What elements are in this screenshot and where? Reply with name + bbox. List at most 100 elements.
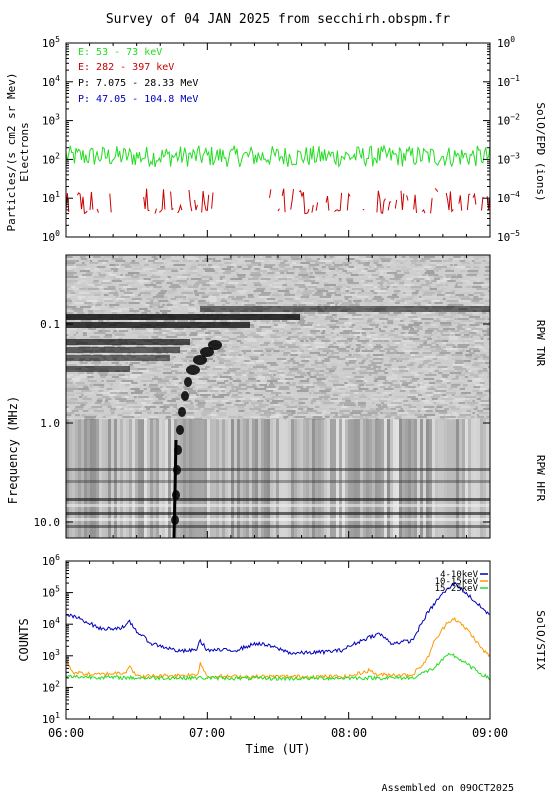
tnr-noise (149, 390, 162, 392)
tnr-noise (420, 284, 430, 286)
tnr-noise (144, 290, 156, 292)
tnr-noise (370, 290, 374, 292)
tnr-noise (452, 346, 457, 348)
tnr-noise (435, 348, 443, 350)
tnr-noise (473, 296, 479, 298)
tnr-noise (344, 382, 348, 384)
tnr-noise (489, 384, 490, 386)
tnr-noise (372, 338, 378, 340)
tnr-noise (277, 290, 290, 292)
tnr-noise (198, 304, 207, 306)
tnr-noise (149, 334, 154, 336)
tnr-noise (92, 290, 99, 292)
tnr-noise (216, 416, 225, 418)
tnr-noise (353, 300, 362, 302)
tnr-noise (219, 392, 222, 394)
tnr-noise (182, 290, 189, 292)
tnr-noise (113, 270, 118, 272)
tnr-noise (147, 330, 153, 332)
hfr-column (210, 419, 213, 538)
tnr-noise (459, 350, 465, 352)
tnr-noise (131, 392, 143, 394)
tnr-noise (346, 358, 357, 360)
tnr-noise (341, 406, 348, 408)
tnr-noise (256, 270, 267, 272)
tnr-noise (141, 414, 152, 416)
tnr-noise (371, 274, 379, 276)
tnr-noise (393, 264, 398, 266)
tnr-noise (109, 264, 115, 266)
tnr-noise (361, 290, 365, 292)
tnr-noise (250, 398, 261, 400)
tnr-noise (203, 376, 211, 378)
tnr-noise (86, 378, 90, 380)
tnr-noise (225, 286, 236, 288)
tnr-noise (487, 326, 490, 328)
tnr-noise (66, 290, 74, 292)
tnr-noise (314, 374, 324, 376)
tnr-noise (166, 282, 173, 284)
tnr-noise (237, 350, 242, 352)
tnr-noise (221, 410, 226, 412)
tnr-noise (94, 310, 106, 312)
tnr-noise (457, 370, 464, 372)
tnr-noise (366, 330, 377, 332)
tnr-noise (362, 358, 369, 360)
tnr-noise (200, 288, 207, 290)
tnr-noise (267, 302, 279, 304)
tnr-noise (228, 328, 237, 330)
tnr-noise (312, 416, 323, 418)
tnr-noise (174, 384, 178, 386)
epd-right-y-tick-label: 10−1 (497, 74, 520, 89)
tnr-noise (381, 332, 394, 334)
tnr-noise (343, 336, 356, 338)
tnr-noise (230, 330, 241, 332)
tnr-noise (128, 364, 133, 366)
tnr-noise (336, 340, 349, 342)
hfr-column (306, 419, 309, 538)
tnr-noise (296, 390, 309, 392)
tnr-noise (173, 264, 186, 266)
tnr-noise (299, 314, 302, 316)
tnr-noise (276, 298, 280, 300)
legend-entry-e-53-73: E: 53 - 73 keV (78, 47, 162, 58)
tnr-noise (484, 266, 490, 268)
tnr-noise (465, 266, 471, 268)
tnr-noise (364, 300, 373, 302)
tnr-noise (269, 284, 273, 286)
tnr-noise (345, 290, 350, 292)
tnr-noise (355, 348, 361, 350)
tnr-noise (66, 262, 76, 264)
tnr-noise (90, 258, 95, 260)
tnr-noise (301, 302, 314, 304)
tnr-noise (445, 284, 448, 286)
tnr-noise (486, 258, 490, 260)
tnr-noise (249, 408, 261, 410)
tnr-noise (80, 256, 86, 258)
hfr-column (294, 419, 297, 538)
series-electrons-282-397kev (421, 208, 426, 214)
tnr-noise (380, 398, 392, 400)
tnr-noise (295, 276, 300, 278)
tnr-noise (477, 416, 485, 418)
tnr-noise (382, 322, 385, 324)
tnr-noise (391, 326, 402, 328)
particles-y-tick-label: 101 (42, 190, 60, 205)
hfr-column (384, 419, 387, 538)
series-electrons-282-397kev (76, 192, 88, 215)
tnr-noise (259, 370, 262, 372)
tnr-noise (280, 328, 285, 330)
tnr-noise (358, 352, 369, 354)
tnr-noise (166, 328, 171, 330)
tnr-noise (373, 396, 383, 398)
tnr-noise (143, 404, 152, 406)
tnr-noise (336, 386, 348, 388)
tnr-noise (225, 332, 233, 334)
tnr-noise (365, 322, 376, 324)
tnr-noise (247, 342, 257, 344)
tnr-noise (420, 390, 430, 392)
tnr-noise (355, 322, 365, 324)
tnr-noise (273, 410, 284, 412)
tnr-noise (361, 394, 365, 396)
tnr-noise (477, 320, 484, 322)
